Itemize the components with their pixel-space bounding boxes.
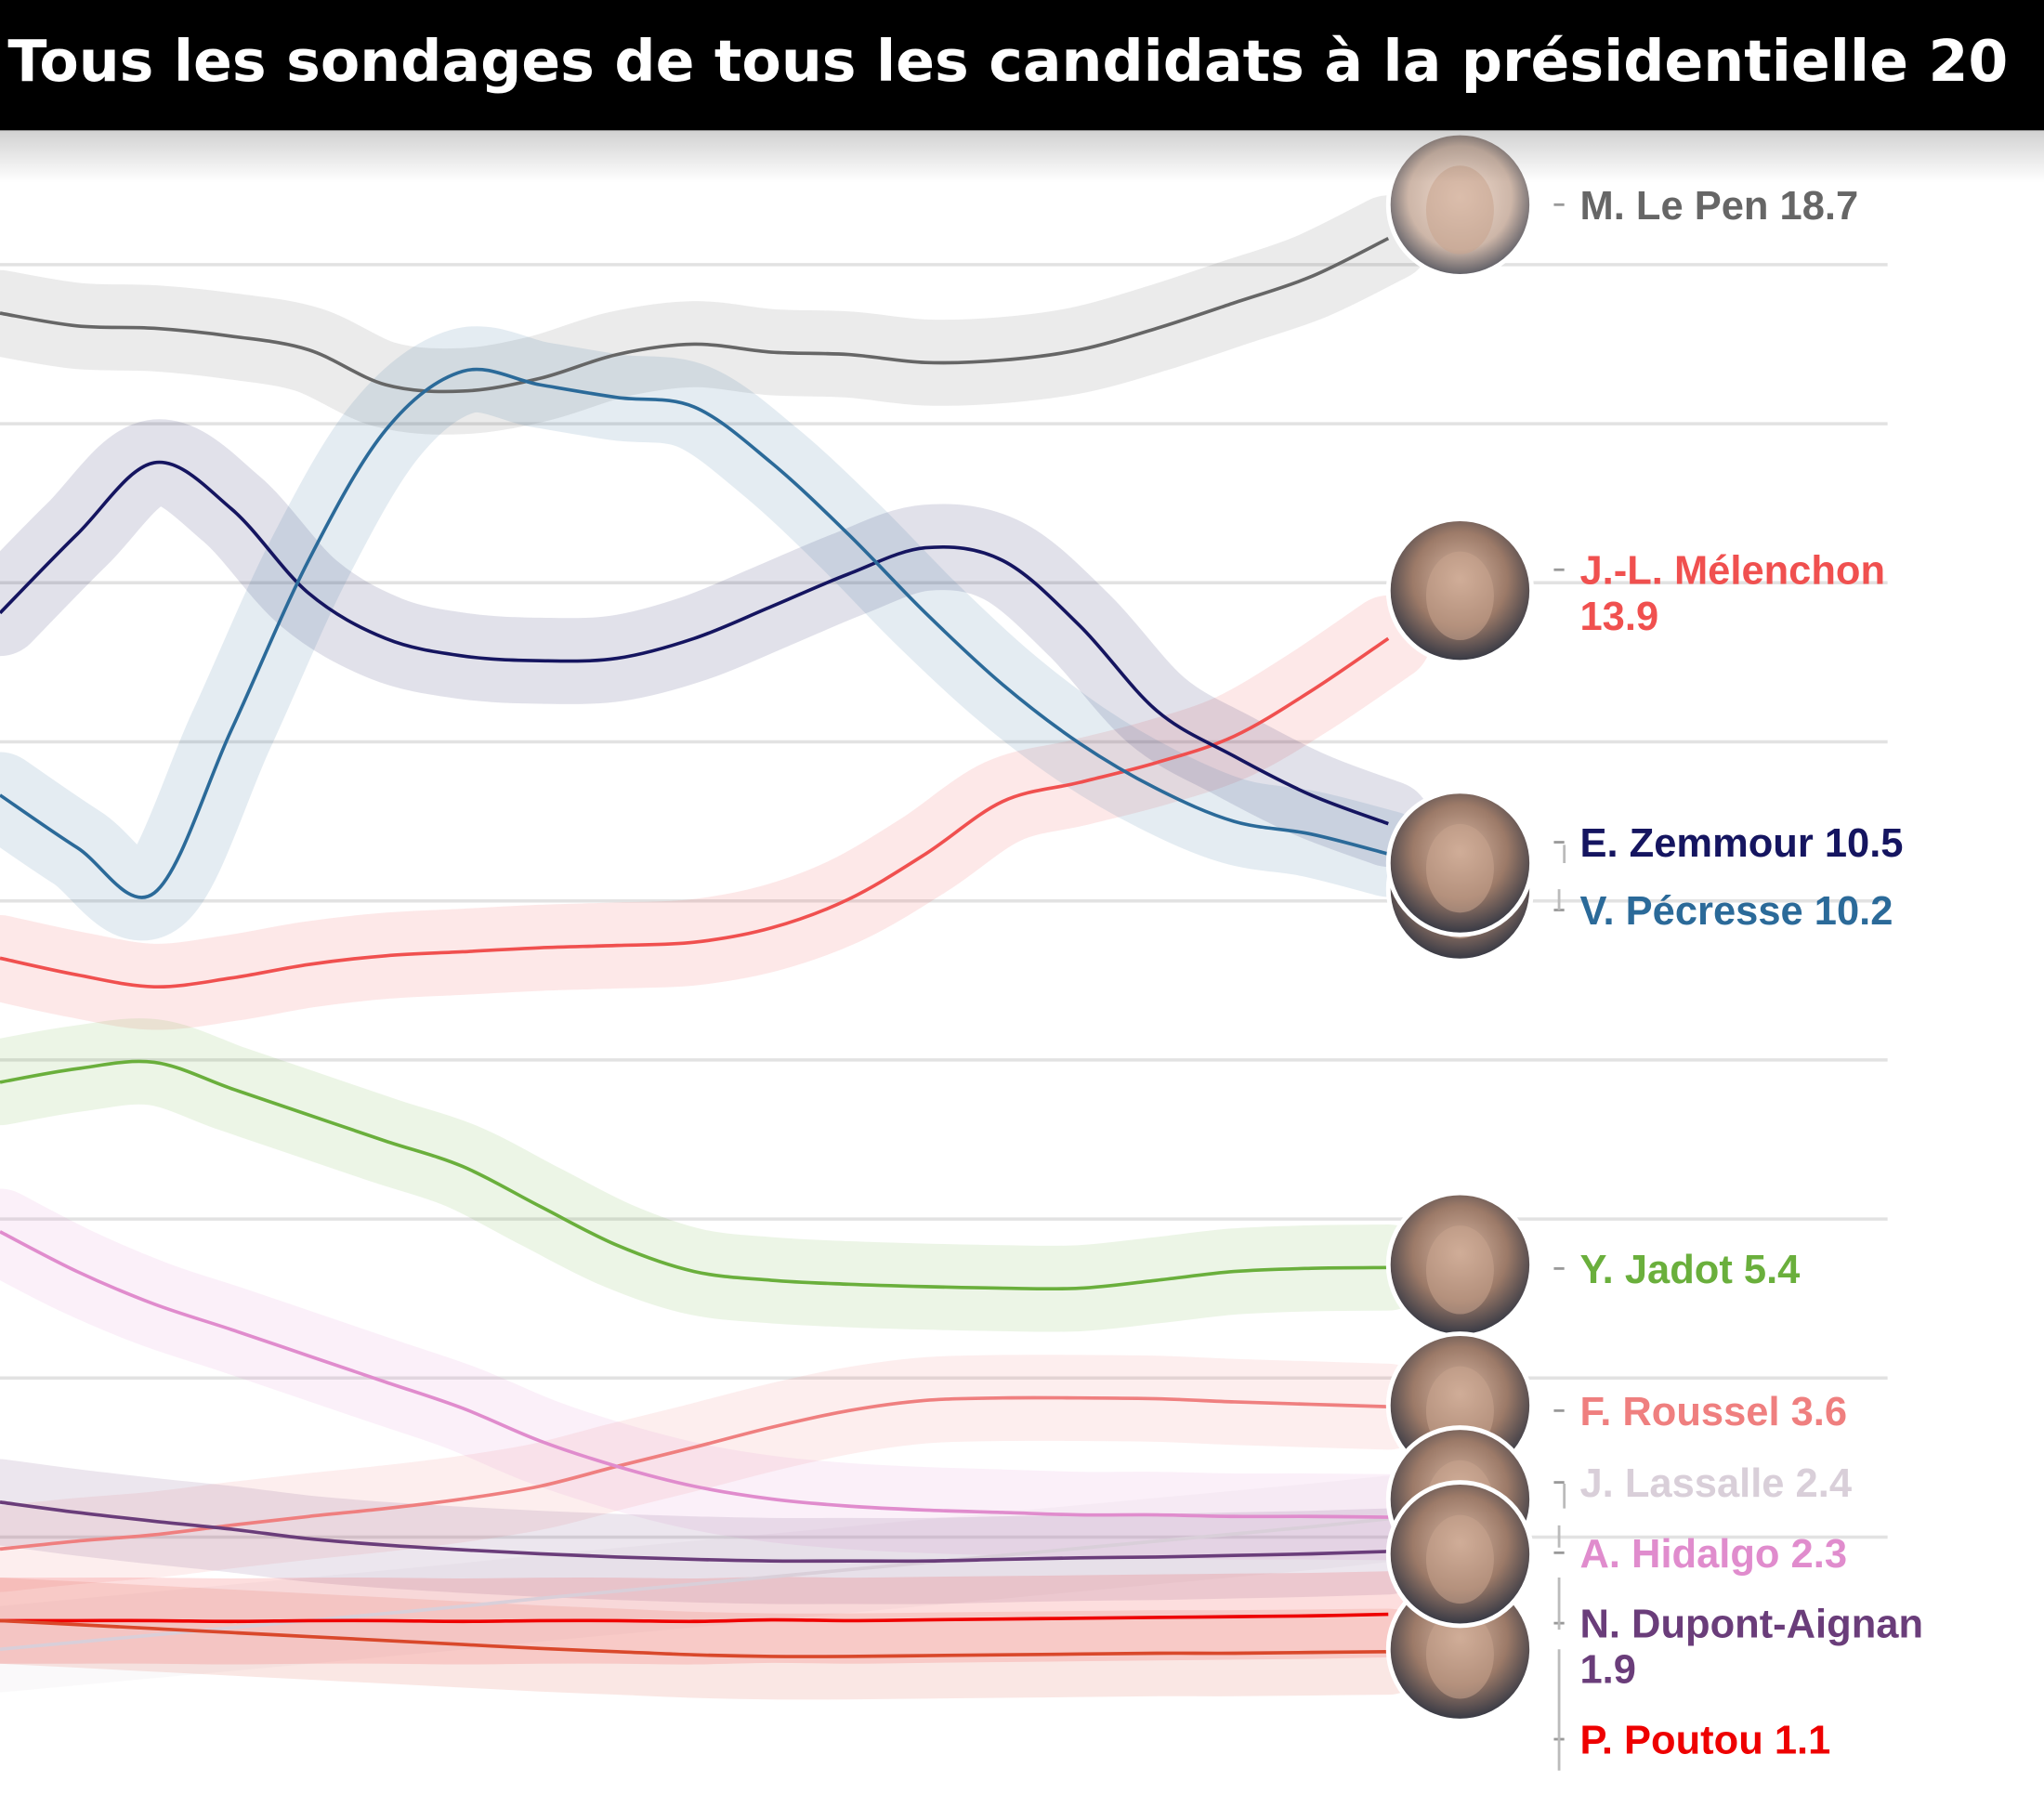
line-series-10: [0, 1618, 1389, 1658]
label-e-zemmour: E. Zemmour 10.5: [1580, 821, 1904, 866]
portrait-n-dupont-aignan: [1385, 1480, 1535, 1629]
label-bracket-zemmour-pecresse: [1557, 845, 1566, 910]
line-n-dupont-aignan: [0, 1500, 1389, 1564]
series-labels: M. Le Pen 18.7 J.-L. Mélenchon 13.9 E. Zemm…: [1553, 184, 1923, 1771]
label-p-poutou: P. Poutou 1.1: [1580, 1718, 1831, 1762]
label-f-roussel: F. Roussel 3.6: [1580, 1390, 1848, 1434]
label-line: J.-L. Mélenchon: [1580, 549, 1886, 594]
line-j-lassalle: [0, 1517, 1389, 1652]
portrait-e-zemmour: [1385, 789, 1535, 937]
chart-title: Tous les sondages de tous les candidats …: [7, 28, 2008, 95]
header-bar: [0, 0, 2044, 131]
label-j-l-m-lenchon: J.-L. Mélenchon 13.9: [1580, 549, 1886, 639]
label-line: 13.9: [1580, 595, 1659, 639]
label-y-jadot: Y. Jadot 5.4: [1580, 1248, 1801, 1292]
band-series-10: [0, 1578, 1432, 1700]
line-a-hidalgo: [0, 1230, 1389, 1519]
header-shadow: [0, 130, 2044, 183]
confidence-bands: [0, 195, 1432, 1700]
line-v-p-cresse: [0, 367, 1389, 899]
line-j-l-m-lenchon: [0, 636, 1390, 989]
label-m-le-pen: M. Le Pen 18.7: [1580, 184, 1859, 229]
series-lines: [0, 236, 1390, 1658]
gridlines: [0, 263, 1888, 1539]
label-bracket: [1557, 1483, 1566, 1771]
line-m-le-pen: [0, 236, 1390, 394]
line-p-poutou: [0, 1612, 1389, 1624]
line-e-zemmour: [0, 460, 1389, 826]
label-a-hidalgo: A. Hidalgo 2.3: [1580, 1532, 1848, 1577]
label-n-dupont-aignan: N. Dupont-Aignan 1.9: [1580, 1603, 1924, 1693]
line-f-roussel: [0, 1395, 1389, 1552]
label-j-lassalle: J. Lassalle 2.4: [1580, 1461, 1853, 1506]
portrait-j-l-m-lenchon: [1385, 517, 1535, 665]
portrait-y-jadot: [1385, 1190, 1535, 1339]
label-v-p-cresse: V. Pécresse 10.2: [1580, 889, 1893, 934]
label-line: N. Dupont-Aignan: [1580, 1603, 1924, 1647]
band-y-jadot: [0, 1018, 1432, 1332]
line-y-jadot: [0, 1059, 1389, 1291]
candidate-portraits: [1385, 130, 1535, 1723]
label-line: 1.9: [1580, 1648, 1636, 1693]
